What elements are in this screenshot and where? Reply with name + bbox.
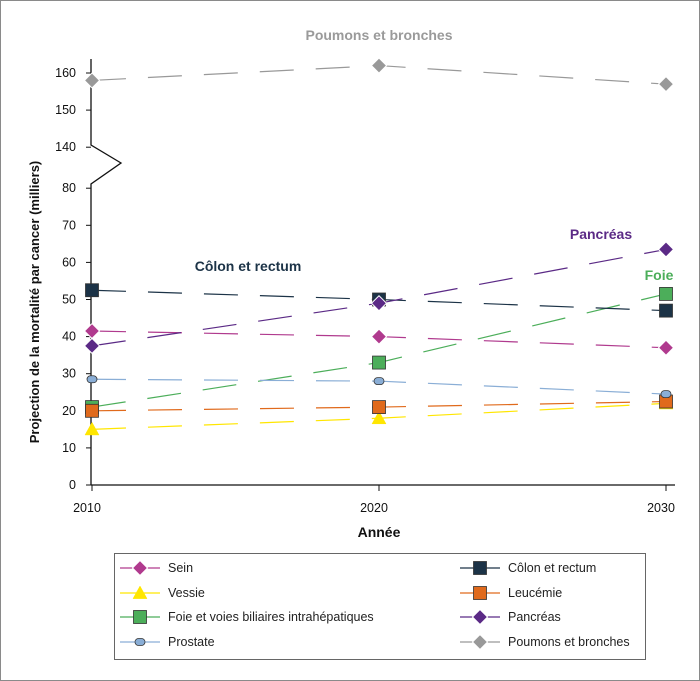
legend-swatch [460,561,500,575]
y-tick-label: 40 [62,330,76,344]
y-tick-label: 0 [69,478,76,492]
data-point [371,410,387,425]
legend-swatch [120,638,160,646]
data-point [372,355,386,370]
y-tick-label: 160 [55,66,76,80]
data-point [659,303,673,318]
legend-swatch [460,586,500,600]
data-point [86,375,98,384]
legend-item: Vessie [120,583,205,603]
annotation-label: Côlon et rectum [195,258,302,274]
annotation-label: Pancréas [570,226,632,242]
y-tick-label: 80 [62,181,76,195]
legend-swatch-marker [133,610,147,624]
legend-item: Poumons et bronches [460,632,630,652]
data-point [657,339,675,356]
y-tick-label: 20 [62,404,76,418]
x-axis-title: Année [358,524,401,540]
x-tick-label: 2020 [360,501,388,515]
legend-swatch-marker [471,633,489,651]
legend-swatch [120,585,160,599]
data-point [660,390,672,399]
legend-label: Leucémie [508,586,563,600]
data-point [370,57,388,74]
data-point [84,421,100,436]
legend-swatch [460,608,500,626]
y-tick-label: 150 [55,103,76,117]
legend-swatch-marker [134,638,146,646]
legend-item: Prostate [120,632,215,652]
data-point [373,377,385,386]
legend-item: Pancréas [460,607,561,627]
legend-swatch [120,610,160,624]
data-point [370,295,388,312]
data-point [83,337,101,355]
legend-label: Sein [168,561,194,575]
y-axis-title: Projection de la mortalité par cancer (m… [27,161,42,443]
legend: Sein Côlon et rectum Vessie Leucémie Foie et… [114,553,646,660]
legend-swatch-marker [131,559,149,577]
legend-label: Prostate [168,635,215,649]
legend-item: Côlon et rectum [460,558,596,578]
data-point [370,328,388,345]
data-point [83,72,101,89]
legend-item: Sein [120,558,193,578]
data-point [85,283,99,298]
legend-item: Foie et voies biliaires intrahépatiques [120,607,374,627]
legend-label: Poumons et bronches [508,635,630,649]
x-tick-label: 2010 [73,501,101,515]
data-point [85,403,99,418]
legend-swatch-marker [132,585,148,599]
data-point [657,241,675,258]
data-point [659,287,673,301]
annotation-label: Poumons et bronches [305,27,452,43]
legend-swatch [460,633,500,651]
annotation-label: Foie [645,267,674,283]
y-tick-label: 50 [62,293,76,307]
legend-swatch [120,559,160,577]
legend-item: Leucémie [460,583,562,603]
legend-swatch-marker [471,608,489,626]
data-point [657,75,675,93]
x-tick-label: 2030 [647,501,675,515]
series [83,57,675,436]
data-point [372,400,386,414]
y-tick-label: 140 [55,140,76,154]
legend-label: Foie et voies biliaires intrahépatiques [168,610,374,624]
legend-label: Pancréas [508,610,561,624]
legend-swatch-marker [473,561,487,575]
y-tick-label: 10 [62,441,76,455]
legend-label: Vessie [168,586,205,600]
y-axis-line [90,59,123,485]
y-tick-label: 60 [62,255,76,269]
legend-swatch-marker [473,586,487,600]
y-tick-label: 30 [62,367,76,381]
y-tick-label: 70 [62,218,76,232]
legend-label: Côlon et rectum [508,561,597,575]
